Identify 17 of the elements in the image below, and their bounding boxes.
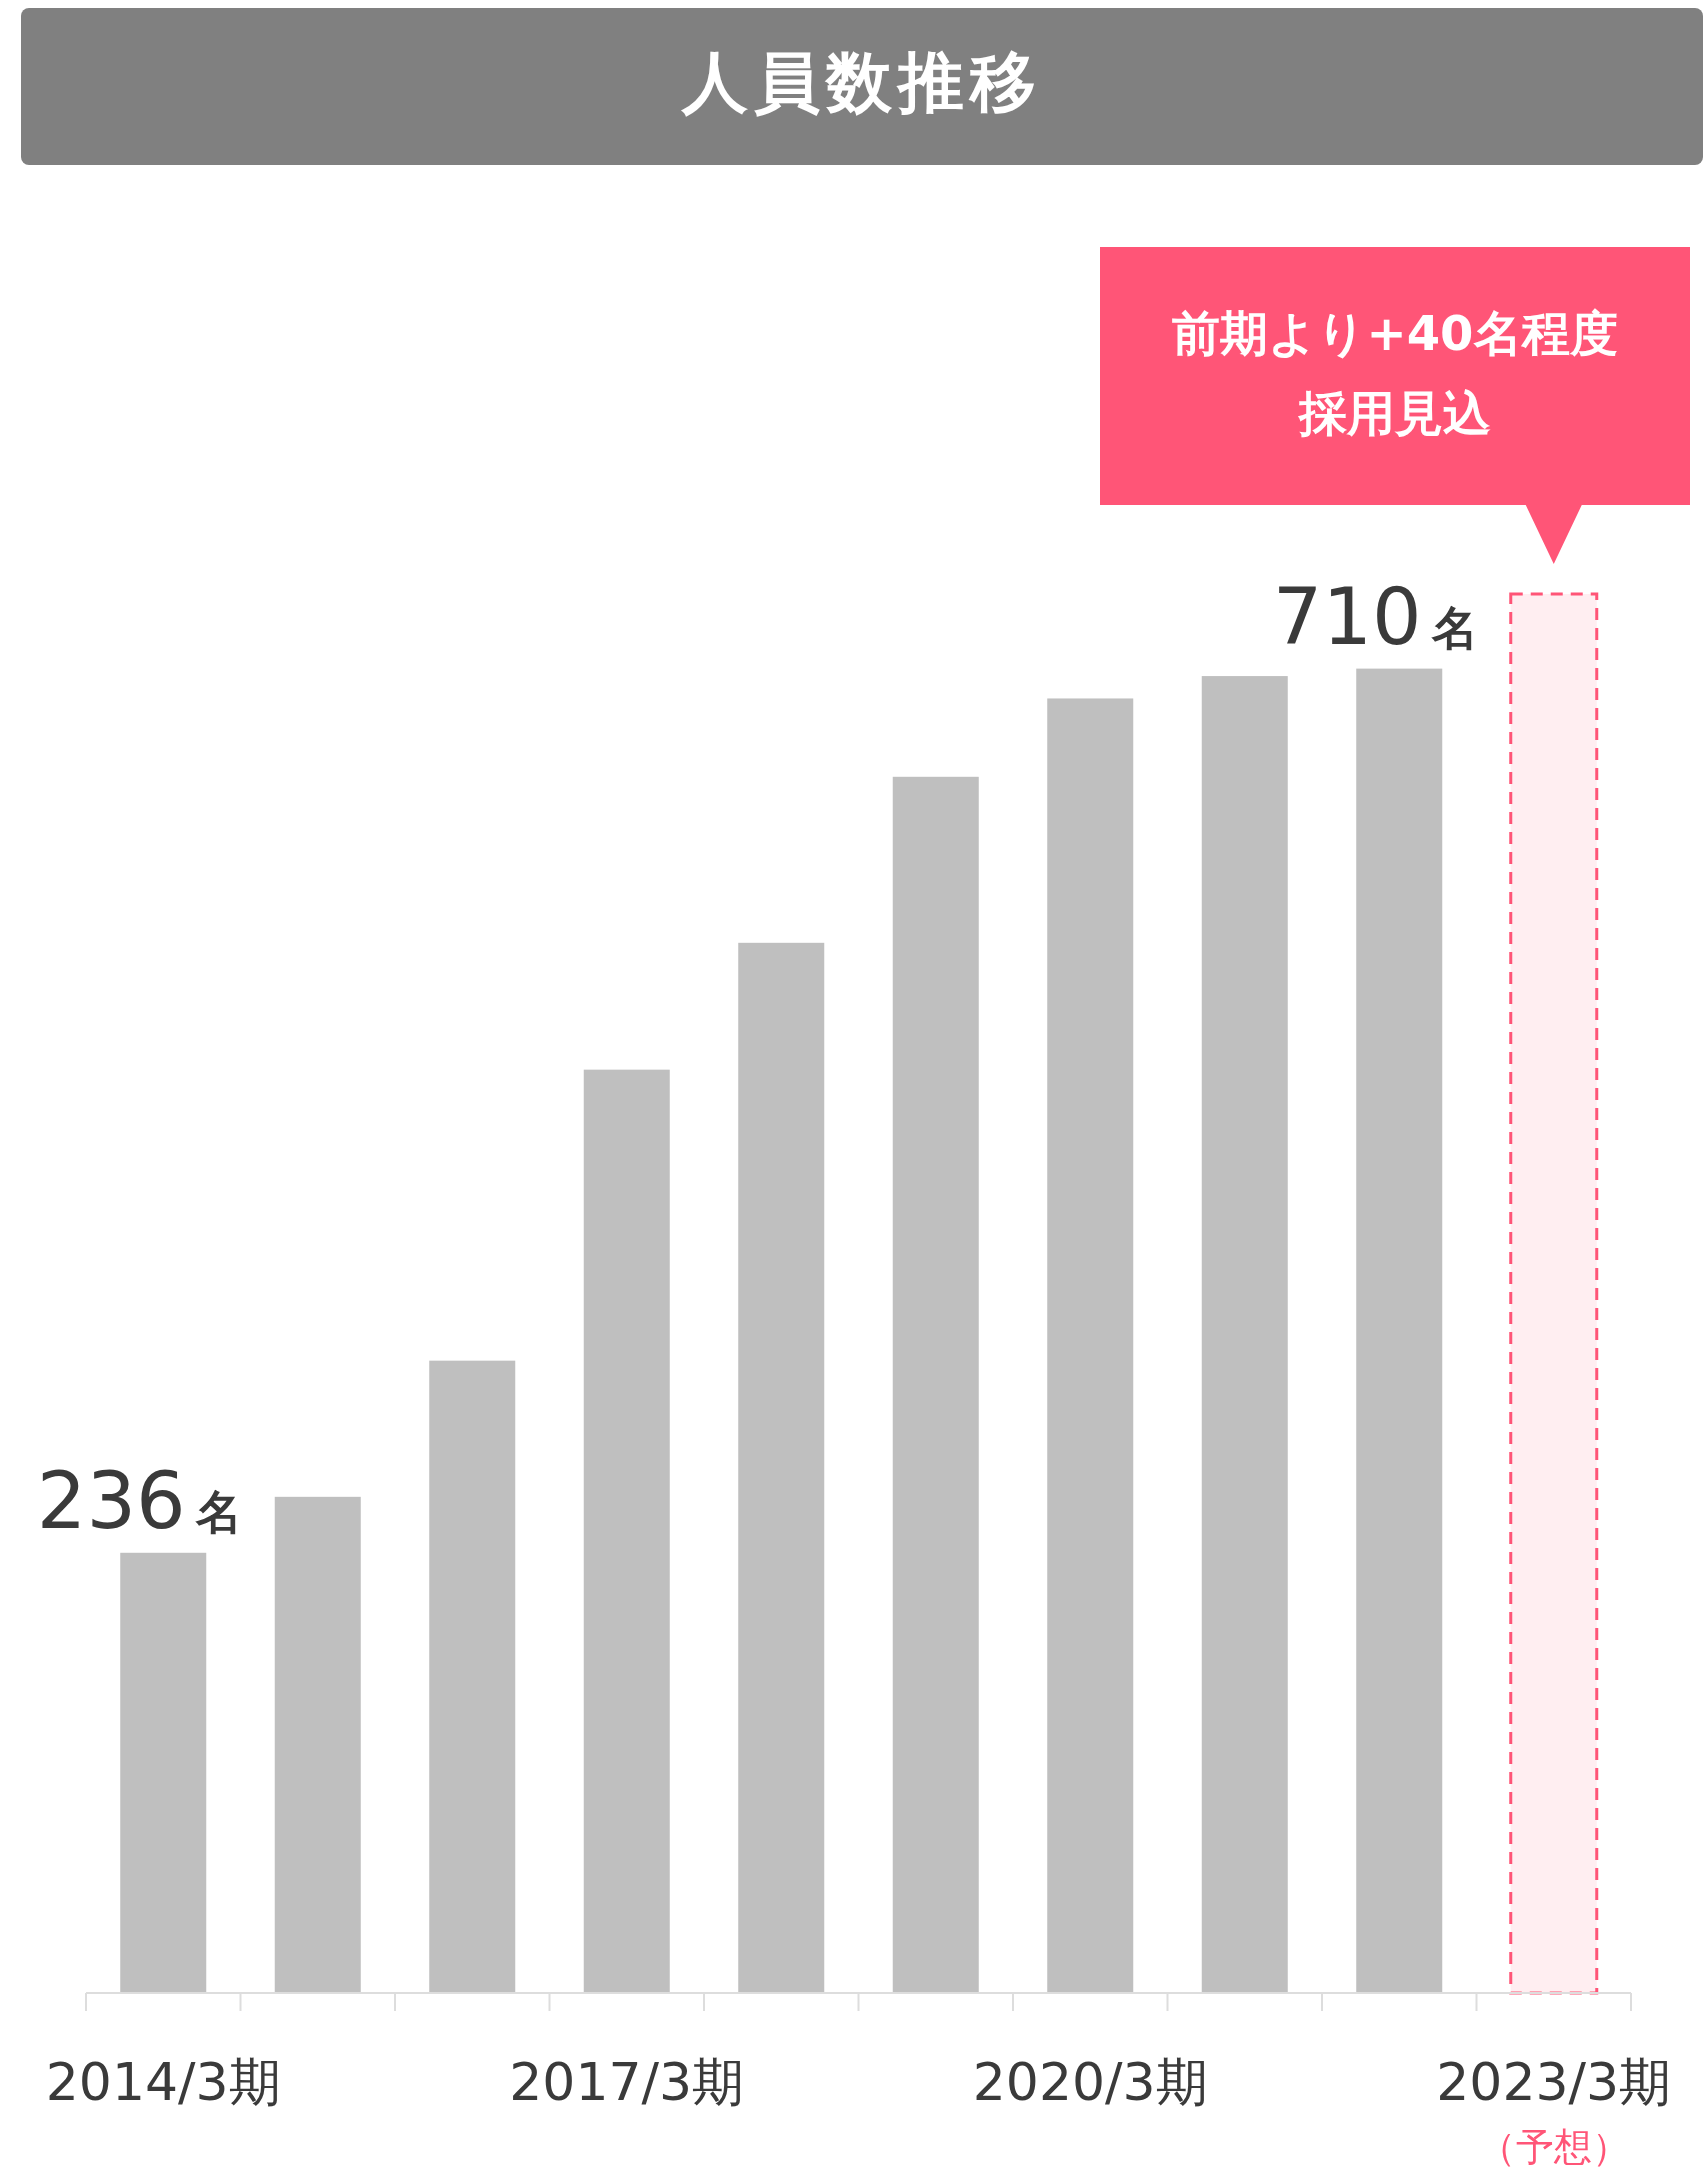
bar	[892, 776, 979, 1993]
x-tick-label: 2023/3期	[1436, 2052, 1672, 2112]
bar	[583, 1069, 670, 1993]
bar	[429, 1360, 516, 1993]
x-tick-label: 2020/3期	[972, 2052, 1208, 2112]
x-tick-label: 2017/3期	[509, 2052, 745, 2112]
bar	[1201, 676, 1288, 1994]
bar	[1509, 592, 1599, 1995]
x-tick-label: 2014/3期	[45, 2052, 281, 2112]
bar	[738, 942, 825, 1993]
bar	[1356, 668, 1443, 1993]
bar	[1047, 698, 1134, 1993]
chart-title: 人員数推移	[680, 44, 1042, 121]
bar	[120, 1552, 207, 1993]
text: 前期より+40名程度採用見込	[1172, 305, 1618, 441]
bar	[274, 1496, 361, 1993]
text: （予想）	[1477, 2125, 1630, 2169]
